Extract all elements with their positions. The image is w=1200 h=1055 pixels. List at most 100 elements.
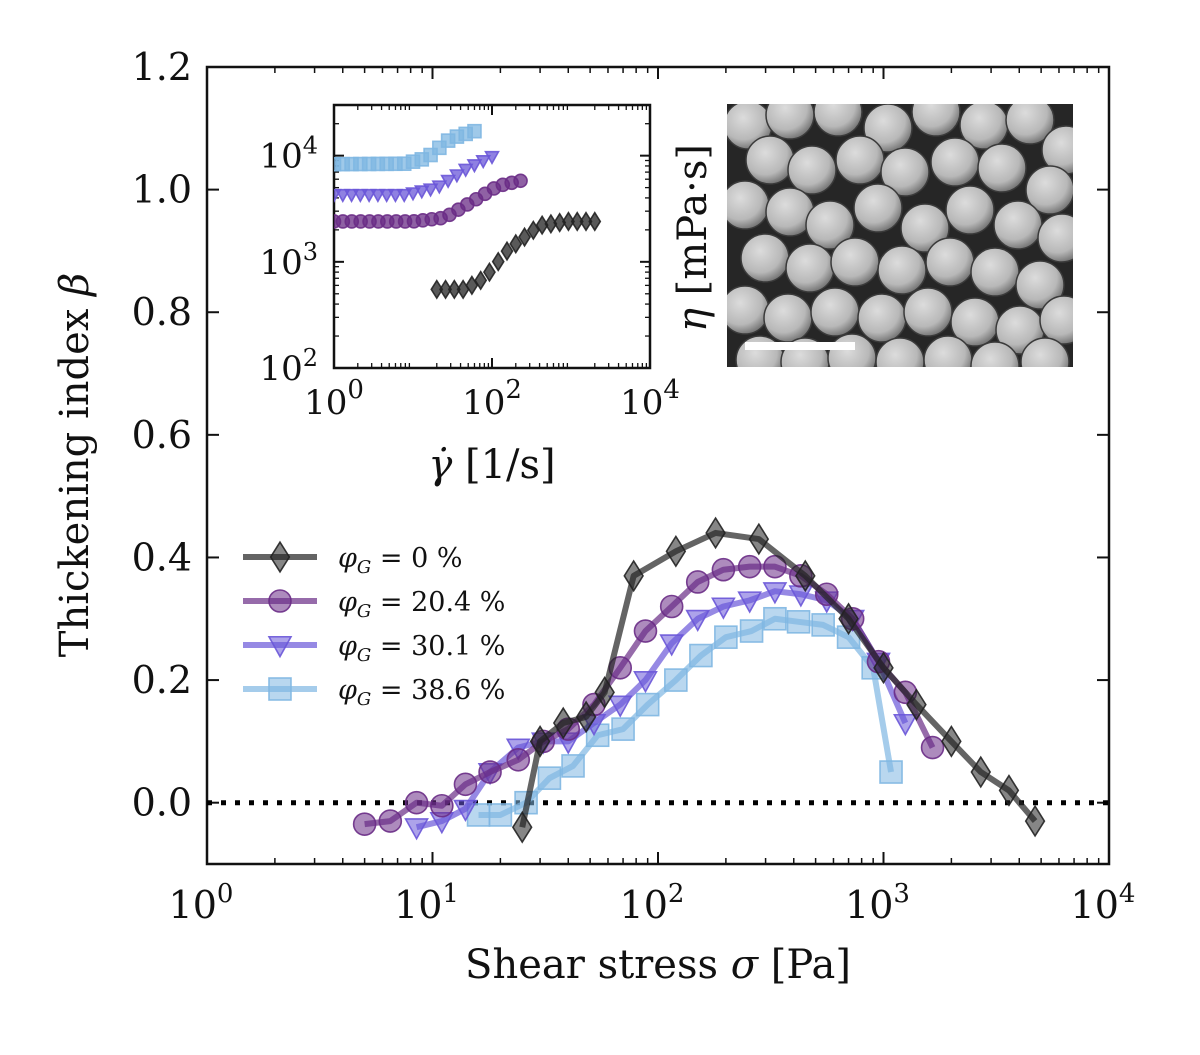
particle-2	[813, 104, 863, 137]
data-point-0-0	[511, 810, 533, 844]
inset-point-2-10	[413, 185, 430, 200]
particle-44	[1020, 337, 1070, 367]
particle-9	[787, 145, 837, 195]
data-point-3-3	[537, 766, 562, 790]
data-point-0-10	[838, 602, 859, 636]
data-point-1-5	[478, 760, 502, 784]
particle-24	[785, 243, 835, 293]
inset-point-3-16	[467, 123, 482, 139]
legend-marker-2	[267, 635, 293, 659]
particle-6	[1005, 104, 1055, 145]
data-point-1-0	[352, 812, 377, 836]
inset-point-2-16	[466, 159, 483, 174]
inset-point-2-9	[405, 187, 421, 202]
data-point-3-12	[763, 606, 787, 631]
data-point-0-2	[552, 706, 574, 740]
inset-point-2-13	[440, 174, 456, 189]
data-point-1-16	[763, 554, 787, 579]
data-point-3-17	[879, 760, 903, 784]
inset-y-tick-label-2: 104	[259, 132, 318, 177]
particle-37	[1039, 295, 1073, 345]
data-point-3-7	[635, 692, 660, 717]
data-point-0-4	[594, 675, 615, 709]
particle-11	[880, 147, 930, 197]
particle-10	[835, 135, 885, 185]
inset-point-0-2	[447, 279, 461, 300]
inset-series-3	[334, 123, 482, 172]
inset-point-0-11	[526, 220, 540, 241]
data-point-2-8	[607, 695, 633, 718]
data-point-0-9	[795, 559, 816, 593]
data-point-0-3	[575, 700, 597, 734]
inset-point-0-5	[474, 270, 488, 291]
data-point-3-9	[689, 643, 713, 668]
inset-point-2-14	[449, 169, 465, 184]
inset-point-2-8	[396, 188, 413, 204]
data-point-3-10	[714, 625, 738, 649]
particle-1	[765, 104, 815, 140]
legend-entry-0: φG = 0 %	[243, 540, 463, 578]
data-point-3-8	[664, 668, 688, 692]
inset-y-tick-label-1: 103	[259, 238, 318, 283]
inset-x-tick-label-2: 104	[620, 375, 680, 423]
particle-17	[805, 200, 855, 250]
particle-32	[810, 287, 860, 337]
legend-label-0: φG = 0 %	[338, 543, 463, 578]
data-point-0-15	[998, 774, 1020, 807]
scale-bar	[745, 342, 855, 350]
data-point-0-16	[1024, 804, 1046, 838]
data-point-2-0	[404, 818, 429, 841]
data-point-1-11	[633, 619, 658, 643]
particle-43	[970, 341, 1020, 367]
data-point-3-6	[611, 717, 635, 741]
particle-22	[1037, 213, 1073, 263]
data-point-1-4	[453, 772, 478, 797]
data-point-0-14	[970, 755, 992, 789]
legend-label-1: φG = 20.4 %	[338, 587, 505, 622]
particle-12	[930, 137, 980, 187]
particle-20	[945, 185, 995, 235]
main-x-tick-label-3: 103	[845, 879, 910, 927]
data-point-2-14	[762, 582, 788, 605]
data-point-1-22	[920, 735, 945, 760]
inset-series-0	[430, 211, 602, 300]
main-y-tick-label-3: 0.6	[132, 413, 192, 457]
data-point-3-1	[488, 803, 513, 827]
particle-25	[830, 237, 880, 287]
inset-point-0-6	[482, 261, 496, 283]
data-point-3-13	[786, 610, 811, 634]
data-point-0-8	[748, 522, 770, 556]
inset-point-0-10	[518, 226, 532, 248]
main-tick-labels: 100 101 102 103 104 0.0 0.2 0.4 0.6 0.8 1.0 1.2	[132, 45, 1136, 927]
data-point-2-9	[633, 671, 658, 694]
data-point-2-2	[453, 799, 478, 823]
inset-y-axis-label: η [mPa·s]	[670, 144, 716, 332]
legend-entry-1: φG = 20.4 %	[243, 587, 505, 622]
series-0	[511, 516, 1046, 844]
particle-30	[727, 285, 770, 335]
inset-point-0-1	[439, 279, 453, 300]
particle-13	[977, 143, 1027, 193]
inset-series-2	[334, 150, 500, 204]
inset-x-tick-label-0: 100	[304, 375, 364, 423]
series-3	[466, 606, 903, 827]
main-x-tick-label-1: 101	[394, 879, 459, 927]
inset-point-1-21	[513, 173, 528, 189]
data-point-3-4	[561, 754, 585, 778]
inset-point-0-8	[500, 240, 514, 262]
data-point-1-2	[404, 790, 429, 815]
particle-41	[875, 337, 925, 367]
data-point-2-13	[737, 591, 763, 614]
inset-point-0-18	[588, 211, 602, 232]
main-y-tick-label-4: 0.8	[132, 290, 192, 334]
main-x-tick-label-2: 102	[620, 879, 685, 927]
particle-40	[827, 333, 877, 367]
legend-marker-3	[268, 677, 292, 701]
particle-21	[993, 200, 1043, 250]
particle-4	[911, 104, 961, 137]
particle-23	[740, 233, 790, 283]
data-point-0-6	[665, 534, 687, 568]
particle-29	[1015, 260, 1065, 310]
inset-series-1	[334, 173, 528, 229]
